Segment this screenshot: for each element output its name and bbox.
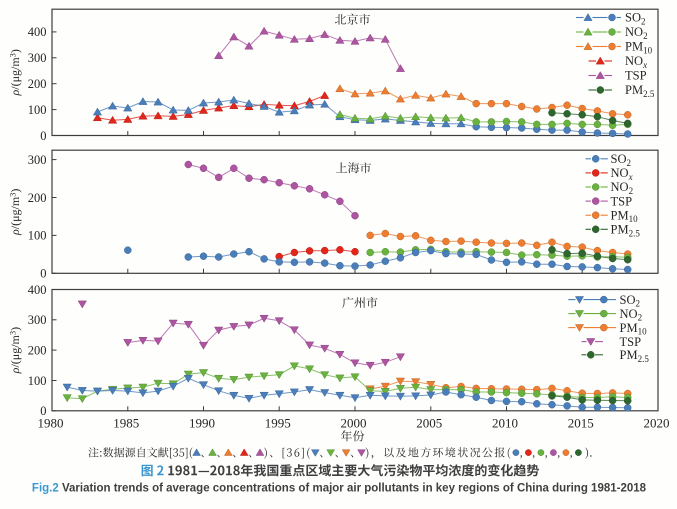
svg-text:2005: 2005 — [416, 416, 442, 431]
svg-text:TSP: TSP — [620, 335, 642, 349]
svg-text:1980: 1980 — [38, 416, 64, 431]
svg-text:ρ/(μg/m3): ρ/(μg/m3) — [8, 189, 23, 236]
svg-text:NOx: NOx — [625, 54, 647, 70]
svg-text:400: 400 — [28, 25, 47, 39]
svg-text:TSP: TSP — [611, 194, 633, 208]
svg-text:300: 300 — [28, 51, 47, 65]
svg-text:2015: 2015 — [568, 416, 594, 431]
svg-text:300: 300 — [28, 313, 47, 327]
svg-text:2020: 2020 — [644, 416, 670, 431]
svg-text:0: 0 — [40, 129, 46, 143]
svg-text:ρ/(μg/m3): ρ/(μg/m3) — [8, 327, 23, 374]
svg-text:0: 0 — [40, 404, 46, 418]
svg-text:2000: 2000 — [341, 416, 367, 431]
svg-text:200: 200 — [28, 77, 47, 91]
svg-text:SO2: SO2 — [625, 11, 645, 27]
svg-text:200: 200 — [28, 343, 47, 357]
svg-text:300: 300 — [28, 153, 47, 167]
svg-text:NO2: NO2 — [625, 25, 648, 41]
svg-text:0: 0 — [40, 267, 46, 281]
svg-text:SO2: SO2 — [611, 152, 631, 168]
svg-text:1985: 1985 — [113, 416, 139, 431]
svg-text:400: 400 — [28, 283, 47, 297]
svg-text:1995: 1995 — [265, 416, 291, 431]
svg-text:200: 200 — [28, 191, 47, 205]
svg-text:1990: 1990 — [189, 416, 215, 431]
svg-text:NO2: NO2 — [620, 307, 643, 323]
svg-text:ρ/(μg/m3): ρ/(μg/m3) — [8, 49, 23, 96]
svg-text:2010: 2010 — [492, 416, 518, 431]
svg-text:100: 100 — [28, 229, 47, 243]
svg-text:TSP: TSP — [625, 69, 647, 83]
svg-text:Fig.2 Variation trends of aver: Fig.2 Variation trends of average concen… — [32, 483, 647, 495]
svg-text:100: 100 — [28, 103, 47, 117]
svg-text:SO2: SO2 — [620, 293, 640, 309]
svg-text:NOx: NOx — [611, 166, 633, 182]
svg-text:100: 100 — [28, 374, 47, 388]
svg-text:NO2: NO2 — [611, 180, 634, 196]
